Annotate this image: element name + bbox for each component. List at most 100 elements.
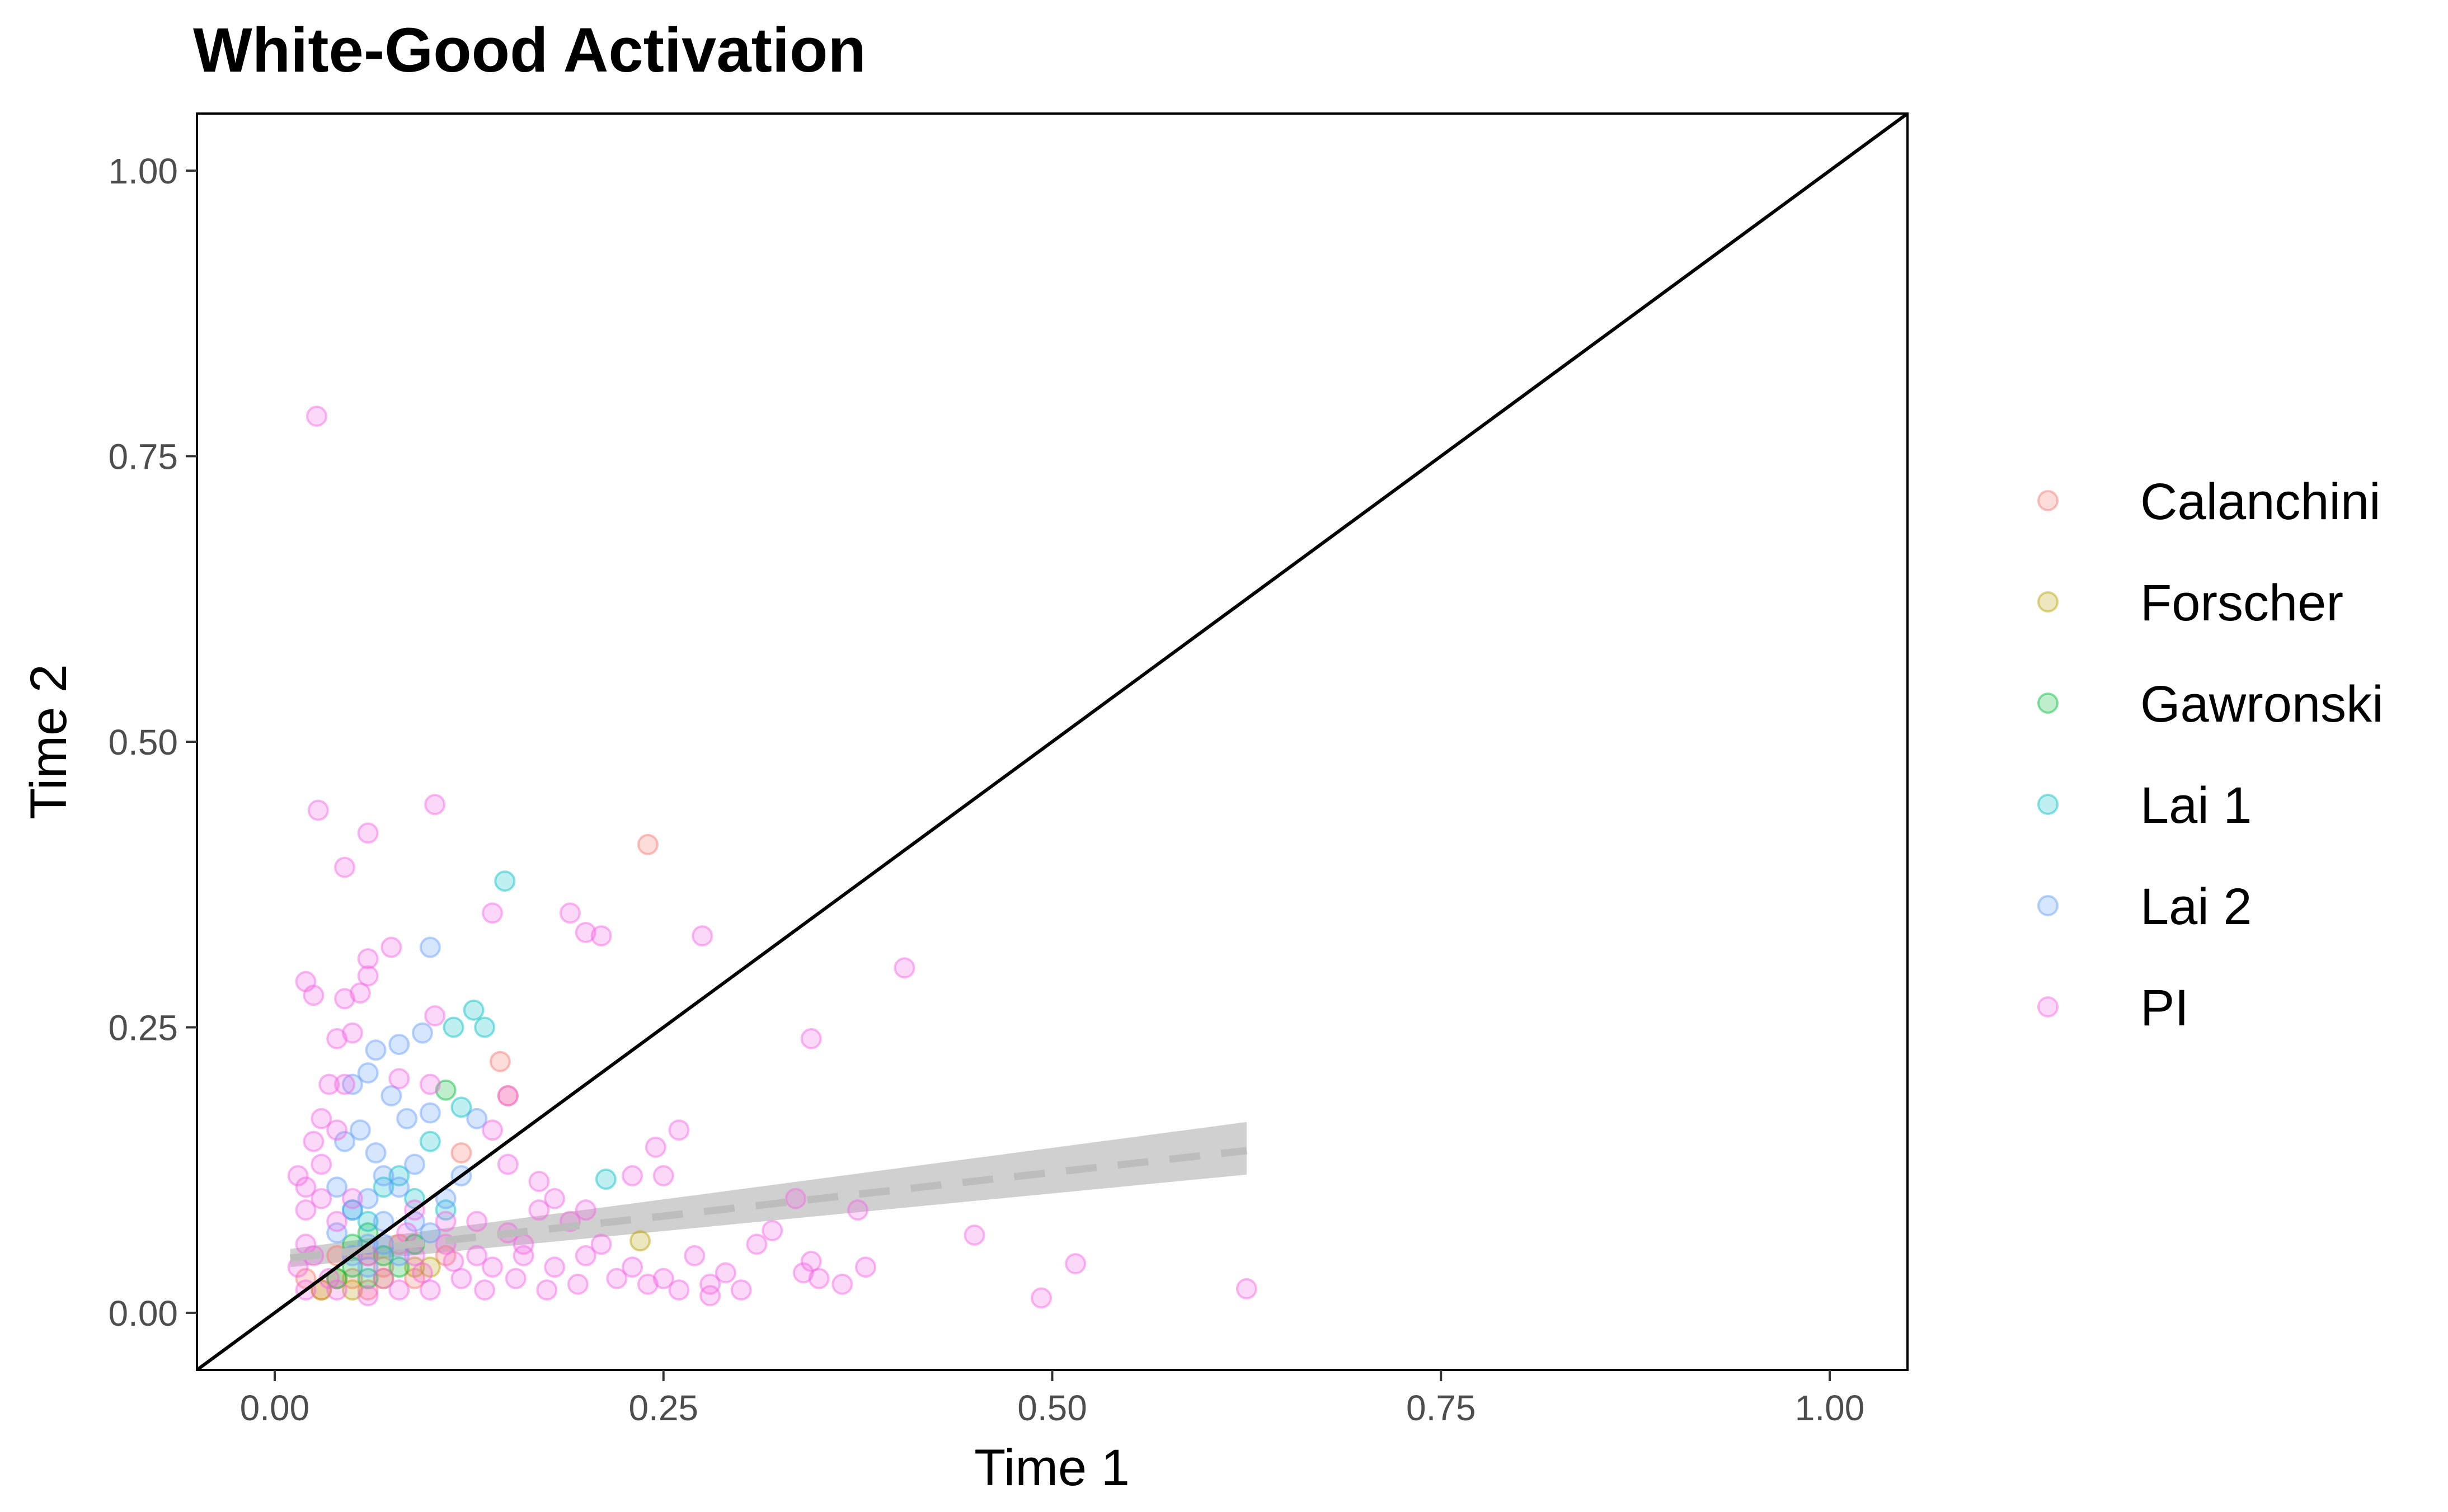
data-point [357,1210,379,1232]
x-tick-label: 0.75 [1406,1388,1476,1428]
trend-ribbon [290,1122,1247,1268]
chart-title: White-Good Activation [193,15,866,85]
legend-item: Forscher [2037,574,2343,632]
data-point [295,971,317,992]
data-point [306,406,327,427]
data-point [411,1262,433,1284]
data-point [559,902,581,924]
data-point [699,1273,721,1295]
data-point [652,1268,674,1289]
y-tick-label: 1.00 [108,151,178,191]
data-point [357,1285,379,1307]
data-point [334,856,356,878]
data-point [419,1256,441,1278]
data-point [357,1062,379,1084]
x-tick-label: 0.50 [1017,1388,1087,1428]
data-point [855,1256,877,1278]
x-tick-label: 0.00 [240,1388,310,1428]
data-point [373,1245,394,1266]
legend-label: PI [2140,979,2189,1037]
legend-key [2037,895,2059,916]
y-axis-title: Time 2 [20,664,77,819]
data-point [388,1068,410,1090]
data-point [373,1256,394,1278]
data-point [505,1268,527,1289]
data-point [544,1188,566,1209]
legend-label: Lai 1 [2140,777,2252,834]
data-point [424,794,446,816]
data-point [404,1256,426,1278]
y-tick-label: 0.75 [108,437,178,477]
data-point [536,1279,558,1301]
series-pi [287,406,1257,1309]
data-point [792,1262,814,1284]
data-point [730,1279,752,1301]
legend-key [2037,996,2059,1018]
x-axis: 0.00 0.25 0.50 0.75 1.00 [240,1370,1865,1428]
data-point [341,1188,363,1209]
data-point [311,1108,332,1129]
data-point [365,1142,387,1164]
data-point [388,1034,410,1056]
data-point [404,1153,426,1175]
data-point [474,1016,496,1038]
trend-line-layer [290,1147,1247,1262]
data-point [808,1268,830,1289]
series-calanchini [295,833,659,1301]
data-point [528,1199,550,1221]
data-point [567,1273,589,1295]
data-point [341,1279,363,1301]
data-point [450,1096,472,1118]
data-point [494,870,516,892]
x-axis-title: Time 1 [974,1439,1130,1496]
legend-item: PI [2037,979,2189,1037]
legend-key [2037,591,2059,613]
legend-key [2037,693,2059,714]
series-forscher [311,1230,651,1301]
data-point [450,1142,472,1164]
data-point [1235,1278,1257,1300]
data-point [357,948,379,969]
data-point [357,1256,379,1278]
legend-label: Lai 2 [2140,878,2252,935]
data-point [575,1199,596,1221]
data-point [622,1256,643,1278]
identity-line [197,114,1907,1370]
data-point [668,1279,690,1301]
data-point [466,1210,488,1232]
data-point [466,1108,488,1129]
data-point [424,1005,446,1027]
data-point [287,1165,309,1186]
data-point [544,1256,566,1278]
data-point [847,1199,869,1221]
data-point [590,1233,612,1255]
scatter-points [287,406,1257,1309]
data-point [349,1119,371,1141]
data-point [373,1268,394,1289]
data-point [388,1165,410,1186]
data-point [435,1199,457,1221]
legend: Calanchini Forscher Gawronski Lai 1 Lai 2 PI [2037,473,2384,1037]
data-point [443,1251,464,1273]
data-point [404,1268,426,1289]
data-point [388,1256,410,1278]
reference-line-layer [197,114,1907,1370]
x-tick-label: 1.00 [1795,1388,1865,1428]
x-tick-label: 0.25 [628,1388,698,1428]
data-point [326,1222,348,1243]
data-point [800,1251,822,1273]
data-point [575,921,596,943]
data-point [474,1279,496,1301]
data-point [326,1176,348,1198]
data-point [800,1028,822,1049]
data-point [326,1279,348,1301]
data-point [637,1273,659,1295]
data-point [482,1256,504,1278]
data-point [513,1245,534,1266]
data-point [489,1051,511,1072]
data-point [419,1131,441,1152]
data-point [295,1176,317,1198]
data-point [575,1245,596,1266]
series-lai-1 [341,870,617,1232]
data-point [482,902,504,924]
